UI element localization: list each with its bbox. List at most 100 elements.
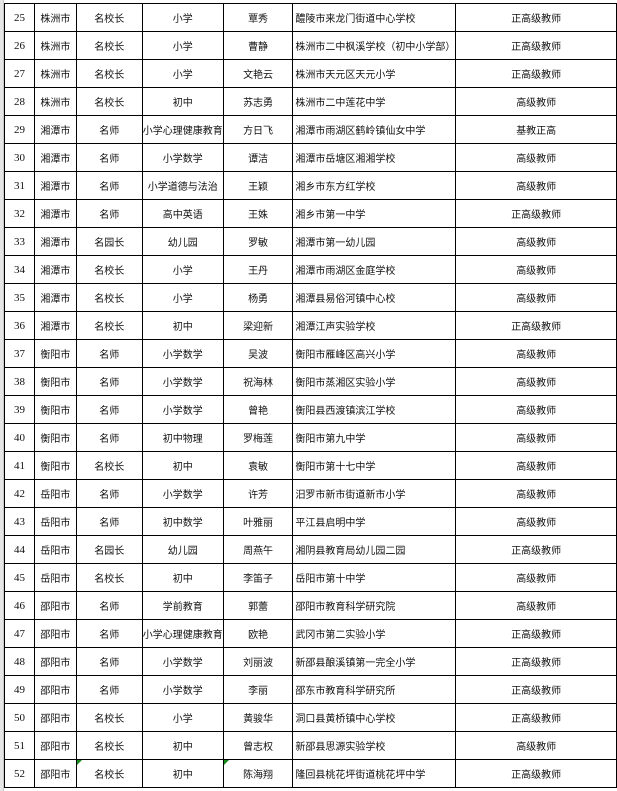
cell-city[interactable]: 衡阳市 [33, 367, 77, 396]
cell-subject[interactable]: 初中 [141, 87, 224, 116]
cell-school[interactable]: 湘潭江声实验学校 [292, 311, 457, 340]
cell-school[interactable]: 岳阳市第十中学 [292, 563, 457, 592]
cell-subject[interactable]: 学前教育 [141, 591, 224, 620]
cell-school[interactable]: 邵阳市教育科学研究院 [292, 591, 457, 620]
cell-city[interactable]: 邵阳市 [33, 619, 77, 648]
cell-name[interactable]: 王丹 [222, 255, 294, 284]
cell-category[interactable]: 名校长 [75, 451, 143, 480]
cell-title[interactable]: 高级教师 [455, 171, 617, 200]
cell-category[interactable]: 名师 [75, 591, 143, 620]
cell-title[interactable]: 高级教师 [455, 87, 617, 116]
cell-row-number[interactable]: 50 [4, 703, 35, 732]
cell-title[interactable]: 高级教师 [455, 591, 617, 620]
cell-title[interactable]: 高级教师 [455, 227, 617, 256]
cell-title[interactable]: 高级教师 [455, 283, 617, 312]
cell-name[interactable]: 欧艳 [222, 619, 294, 648]
cell-name[interactable]: 文艳云 [222, 59, 294, 88]
cell-subject[interactable]: 小学 [141, 283, 224, 312]
cell-city[interactable]: 岳阳市 [33, 563, 77, 592]
cell-name[interactable]: 王姝 [222, 199, 294, 228]
cell-name[interactable]: 陈海翔 [222, 759, 294, 788]
cell-category[interactable]: 名校长 [75, 255, 143, 284]
cell-school[interactable]: 湘潭县易俗河镇中心校 [292, 283, 457, 312]
cell-category[interactable]: 名校长 [75, 759, 143, 788]
cell-title[interactable]: 高级教师 [455, 563, 617, 592]
cell-row-number[interactable]: 52 [4, 759, 35, 788]
cell-subject[interactable]: 小学心理健康教育 [141, 619, 224, 648]
cell-school[interactable]: 衡阳市雁峰区高兴小学 [292, 339, 457, 368]
cell-city[interactable]: 湘潭市 [33, 171, 77, 200]
cell-city[interactable]: 邵阳市 [33, 675, 77, 704]
cell-row-number[interactable]: 31 [4, 171, 35, 200]
cell-row-number[interactable]: 25 [4, 3, 35, 32]
cell-name[interactable]: 吴波 [222, 339, 294, 368]
cell-city[interactable]: 邵阳市 [33, 759, 77, 788]
cell-row-number[interactable]: 29 [4, 115, 35, 144]
cell-category[interactable]: 名园长 [75, 227, 143, 256]
cell-city[interactable]: 邵阳市 [33, 591, 77, 620]
cell-city[interactable]: 岳阳市 [33, 535, 77, 564]
cell-subject[interactable]: 小学数学 [141, 479, 224, 508]
cell-subject[interactable]: 初中 [141, 563, 224, 592]
cell-city[interactable]: 湘潭市 [33, 199, 77, 228]
cell-name[interactable]: 祝海林 [222, 367, 294, 396]
cell-city[interactable]: 湘潭市 [33, 143, 77, 172]
cell-row-number[interactable]: 33 [4, 227, 35, 256]
cell-category[interactable]: 名校长 [75, 31, 143, 60]
cell-subject[interactable]: 小学数学 [141, 647, 224, 676]
cell-title[interactable]: 正高级教师 [455, 703, 617, 732]
cell-city[interactable]: 湘潭市 [33, 115, 77, 144]
cell-city[interactable]: 株洲市 [33, 59, 77, 88]
cell-city[interactable]: 衡阳市 [33, 339, 77, 368]
cell-city[interactable]: 衡阳市 [33, 423, 77, 452]
cell-school[interactable]: 武冈市第二实验小学 [292, 619, 457, 648]
cell-title[interactable]: 高级教师 [455, 255, 617, 284]
cell-city[interactable]: 邵阳市 [33, 647, 77, 676]
cell-school[interactable]: 湘潭市岳塘区湘湘学校 [292, 143, 457, 172]
cell-row-number[interactable]: 40 [4, 423, 35, 452]
cell-category[interactable]: 名校长 [75, 731, 143, 760]
cell-name[interactable]: 覃秀 [222, 3, 294, 32]
cell-title[interactable]: 高级教师 [455, 395, 617, 424]
cell-name[interactable]: 苏志勇 [222, 87, 294, 116]
cell-category[interactable]: 名师 [75, 143, 143, 172]
cell-category[interactable]: 名师 [75, 423, 143, 452]
cell-name[interactable]: 李笛子 [222, 563, 294, 592]
cell-subject[interactable]: 小学 [141, 255, 224, 284]
cell-name[interactable]: 梁迎新 [222, 311, 294, 340]
cell-city[interactable]: 湘潭市 [33, 311, 77, 340]
cell-subject[interactable]: 初中数学 [141, 507, 224, 536]
cell-school[interactable]: 湘潭市雨湖区鹤岭镇仙女中学 [292, 115, 457, 144]
cell-category[interactable]: 名校长 [75, 283, 143, 312]
cell-row-number[interactable]: 47 [4, 619, 35, 648]
cell-category[interactable]: 名师 [75, 339, 143, 368]
cell-name[interactable]: 王颖 [222, 171, 294, 200]
cell-subject[interactable]: 小学 [141, 3, 224, 32]
cell-city[interactable]: 岳阳市 [33, 479, 77, 508]
cell-title[interactable]: 高级教师 [455, 143, 617, 172]
cell-category[interactable]: 名师 [75, 171, 143, 200]
cell-city[interactable]: 邵阳市 [33, 731, 77, 760]
cell-school[interactable]: 洞口县黄桥镇中心学校 [292, 703, 457, 732]
cell-row-number[interactable]: 43 [4, 507, 35, 536]
cell-city[interactable]: 湘潭市 [33, 283, 77, 312]
cell-school[interactable]: 新邵县思源实验学校 [292, 731, 457, 760]
cell-name[interactable]: 刘丽波 [222, 647, 294, 676]
cell-row-number[interactable]: 27 [4, 59, 35, 88]
cell-category[interactable]: 名师 [75, 675, 143, 704]
cell-subject[interactable]: 小学数学 [141, 143, 224, 172]
cell-subject[interactable]: 小学数学 [141, 339, 224, 368]
cell-title[interactable]: 基教正高 [455, 115, 617, 144]
cell-title[interactable]: 正高级教师 [455, 647, 617, 676]
cell-city[interactable]: 衡阳市 [33, 451, 77, 480]
cell-title[interactable]: 正高级教师 [455, 31, 617, 60]
cell-name[interactable]: 曾志权 [222, 731, 294, 760]
cell-name[interactable]: 周燕午 [222, 535, 294, 564]
cell-category[interactable]: 名师 [75, 619, 143, 648]
cell-subject[interactable]: 幼儿园 [141, 227, 224, 256]
cell-category[interactable]: 名校长 [75, 87, 143, 116]
cell-subject[interactable]: 小学数学 [141, 395, 224, 424]
cell-category[interactable]: 名校长 [75, 3, 143, 32]
cell-school[interactable]: 汨罗市新市街道新市小学 [292, 479, 457, 508]
cell-row-number[interactable]: 30 [4, 143, 35, 172]
